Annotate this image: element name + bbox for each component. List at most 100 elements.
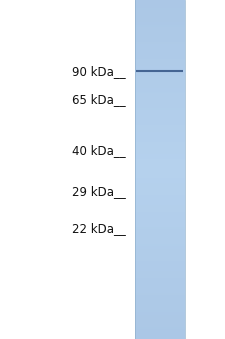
Bar: [135, 98, 184, 100]
Bar: [135, 312, 184, 314]
Bar: [135, 271, 184, 273]
Bar: [135, 23, 184, 25]
Bar: [135, 122, 184, 124]
Bar: [135, 18, 184, 20]
Bar: [135, 320, 184, 322]
Bar: [135, 249, 184, 251]
Bar: [135, 195, 184, 197]
Bar: [135, 273, 184, 275]
Bar: [135, 186, 184, 188]
Bar: [135, 327, 184, 329]
Bar: [135, 56, 184, 58]
Bar: [135, 156, 184, 158]
Bar: [135, 267, 184, 270]
Bar: [135, 15, 184, 17]
Bar: [135, 105, 184, 107]
Bar: [135, 334, 184, 336]
Bar: [135, 61, 184, 63]
Bar: [135, 278, 184, 280]
Bar: [135, 83, 184, 85]
Bar: [135, 108, 184, 110]
Bar: [135, 232, 184, 234]
Bar: [135, 47, 184, 49]
Bar: [135, 30, 184, 32]
Text: 29 kDa__: 29 kDa__: [72, 185, 126, 198]
Bar: [135, 1, 184, 3]
Bar: [135, 64, 184, 66]
Bar: [135, 35, 184, 37]
Bar: [135, 130, 184, 132]
Bar: [135, 315, 184, 317]
Bar: [135, 164, 184, 166]
Bar: [135, 259, 184, 261]
Bar: [135, 110, 184, 112]
Bar: [135, 227, 184, 229]
Bar: [135, 210, 184, 212]
Bar: [135, 81, 184, 83]
Bar: [135, 235, 184, 237]
Bar: [135, 230, 184, 232]
Bar: [135, 332, 184, 334]
Bar: [135, 242, 184, 244]
Bar: [135, 71, 184, 73]
Bar: [135, 183, 184, 185]
Bar: [135, 181, 184, 183]
Bar: [135, 328, 184, 331]
Bar: [135, 127, 184, 129]
Bar: [135, 264, 184, 266]
Bar: [135, 128, 184, 131]
Bar: [135, 139, 184, 141]
Bar: [135, 193, 184, 195]
Bar: [135, 173, 184, 175]
Bar: [135, 293, 184, 295]
Bar: [135, 120, 184, 122]
Bar: [135, 137, 184, 139]
Text: 40 kDa__: 40 kDa__: [72, 144, 126, 157]
Bar: [135, 52, 184, 54]
Bar: [135, 51, 184, 53]
Bar: [135, 325, 184, 327]
Bar: [135, 57, 184, 59]
Bar: [135, 225, 184, 227]
Bar: [135, 208, 184, 210]
Bar: [135, 152, 184, 154]
Bar: [135, 27, 184, 29]
Bar: [135, 245, 184, 247]
Bar: [135, 274, 184, 276]
Bar: [135, 59, 184, 61]
Bar: [135, 262, 184, 264]
Bar: [135, 44, 184, 46]
Bar: [135, 298, 184, 300]
Bar: [135, 159, 184, 161]
Bar: [135, 91, 184, 93]
Bar: [135, 257, 184, 259]
Bar: [135, 213, 184, 215]
Bar: [135, 135, 184, 137]
Bar: [135, 88, 184, 90]
Bar: [135, 198, 184, 200]
Bar: [135, 174, 184, 176]
Bar: [135, 25, 184, 27]
Bar: [135, 323, 184, 325]
Bar: [135, 34, 184, 36]
Bar: [135, 28, 184, 31]
Bar: [135, 254, 184, 256]
Bar: [135, 283, 184, 285]
Bar: [135, 256, 184, 258]
Bar: [135, 161, 184, 163]
Bar: [135, 149, 184, 151]
Bar: [135, 40, 184, 42]
Bar: [135, 252, 184, 254]
Bar: [135, 140, 184, 142]
Bar: [135, 76, 184, 78]
Bar: [135, 206, 184, 208]
Bar: [135, 212, 184, 214]
Bar: [135, 12, 184, 14]
Text: 65 kDa__: 65 kDa__: [72, 94, 126, 106]
Bar: [135, 228, 184, 231]
Bar: [135, 118, 184, 120]
Bar: [135, 266, 184, 268]
Bar: [135, 188, 184, 190]
Bar: [135, 117, 184, 119]
Bar: [135, 93, 184, 95]
